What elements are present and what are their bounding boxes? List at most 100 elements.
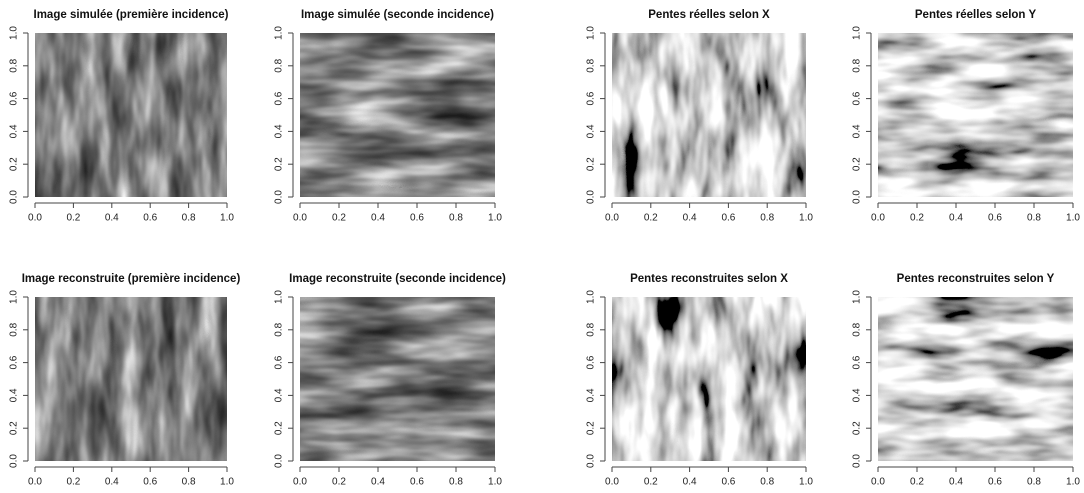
x-tick-label: 1.0 <box>220 213 234 224</box>
y-tick-label: 0.6 <box>586 355 597 369</box>
y-tick-label: 0.4 <box>274 388 285 402</box>
y-tick-label: 1.0 <box>274 290 285 304</box>
x-tick-label: 0.6 <box>143 477 157 488</box>
x-tick-label: 1.0 <box>1066 477 1080 488</box>
x-tick-label: 0.8 <box>760 213 774 224</box>
x-tick-label: 0.0 <box>28 477 42 488</box>
y-tick-label: 0.0 <box>9 190 20 204</box>
panel: Pentes réelles selon Y 0.0 0.2 0.4 0.6 0.8 1.0… <box>852 9 1081 224</box>
image-raster <box>300 33 495 197</box>
y-tick-label: 0.0 <box>852 190 863 204</box>
x-tick-label: 0.0 <box>605 477 619 488</box>
x-tick-label: 0.4 <box>683 213 697 224</box>
x-tick-label: 0.4 <box>371 213 385 224</box>
x-tick-label: 1.0 <box>1066 213 1080 224</box>
x-tick-label: 0.8 <box>760 477 774 488</box>
panel-title: Image simulée (seconde incidence) <box>301 9 494 21</box>
x-tick-label: 0.2 <box>66 477 80 488</box>
y-tick-label: 0.8 <box>586 58 597 72</box>
y-tick-label: 1.0 <box>586 290 597 304</box>
x-tick-label: 0.8 <box>449 477 463 488</box>
x-tick-label: 1.0 <box>799 477 813 488</box>
x-tick-label: 0.2 <box>332 477 346 488</box>
x-tick-label: 0.2 <box>644 477 658 488</box>
x-tick-label: 0.8 <box>182 213 196 224</box>
y-tick-label: 0.2 <box>586 157 597 171</box>
y-tick-label: 0.0 <box>9 454 20 468</box>
x-tick-label: 0.2 <box>66 213 80 224</box>
y-tick-label: 0.2 <box>9 421 20 435</box>
x-tick-label: 0.0 <box>28 213 42 224</box>
x-tick-label: 0.2 <box>910 477 924 488</box>
x-tick-label: 0.8 <box>449 213 463 224</box>
y-tick-label: 0.0 <box>586 454 597 468</box>
x-tick-label: 0.0 <box>293 477 307 488</box>
y-tick-label: 0.4 <box>274 124 285 138</box>
image-raster <box>300 297 495 461</box>
x-tick-label: 0.4 <box>949 477 963 488</box>
x-tick-label: 0.0 <box>605 213 619 224</box>
x-tick-label: 0.6 <box>410 477 424 488</box>
y-tick-label: 0.6 <box>274 91 285 105</box>
panel: Image reconstruite (seconde incidence) 0.… <box>274 273 506 488</box>
y-tick-label: 0.6 <box>9 91 20 105</box>
x-tick-label: 0.0 <box>871 477 885 488</box>
x-tick-label: 0.2 <box>910 213 924 224</box>
image-raster <box>878 33 1073 197</box>
y-tick-label: 0.2 <box>852 157 863 171</box>
image-raster <box>612 297 806 461</box>
y-tick-label: 0.2 <box>852 421 863 435</box>
x-tick-label: 0.0 <box>871 213 885 224</box>
y-tick-label: 0.6 <box>852 91 863 105</box>
x-tick-label: 0.4 <box>105 477 119 488</box>
x-tick-label: 0.6 <box>143 213 157 224</box>
panel-title: Pentes reconstruites selon X <box>630 273 788 285</box>
x-tick-label: 0.2 <box>644 213 658 224</box>
panel-title: Image reconstruite (seconde incidence) <box>289 273 506 285</box>
panel: Image simulée (seconde incidence) 0.0 0.2 0… <box>274 9 503 224</box>
y-tick-label: 0.6 <box>274 355 285 369</box>
x-tick-label: 0.4 <box>105 213 119 224</box>
y-tick-label: 0.4 <box>852 124 863 138</box>
y-tick-label: 1.0 <box>852 26 863 40</box>
x-tick-label: 0.2 <box>332 213 346 224</box>
panel-title: Pentes reconstruites selon Y <box>897 273 1055 285</box>
y-tick-label: 0.6 <box>9 355 20 369</box>
x-tick-label: 0.8 <box>1027 213 1041 224</box>
y-tick-label: 0.2 <box>9 157 20 171</box>
y-tick-label: 0.4 <box>852 388 863 402</box>
x-tick-label: 0.4 <box>683 477 697 488</box>
y-tick-label: 1.0 <box>586 26 597 40</box>
x-tick-label: 0.8 <box>182 477 196 488</box>
x-tick-label: 1.0 <box>220 477 234 488</box>
y-tick-label: 0.4 <box>9 124 20 138</box>
panel-title: Image reconstruite (première incidence) <box>22 273 241 285</box>
panel: Image simulée (première incidence) 0.0 0.2… <box>9 9 235 224</box>
panel: Pentes reconstruites selon Y 0.0 0.2 0.4 0.6… <box>852 273 1081 488</box>
x-tick-label: 0.6 <box>721 477 735 488</box>
y-tick-label: 1.0 <box>852 290 863 304</box>
panel-title: Pentes réelles selon Y <box>915 9 1037 21</box>
x-tick-label: 0.6 <box>721 213 735 224</box>
y-tick-label: 0.6 <box>852 355 863 369</box>
y-tick-label: 0.8 <box>9 58 20 72</box>
x-tick-label: 0.6 <box>988 213 1002 224</box>
y-tick-label: 0.8 <box>274 58 285 72</box>
y-tick-label: 0.2 <box>586 421 597 435</box>
y-tick-label: 0.4 <box>586 124 597 138</box>
y-tick-label: 0.8 <box>586 322 597 336</box>
x-tick-label: 0.6 <box>410 213 424 224</box>
x-tick-label: 0.4 <box>371 477 385 488</box>
image-raster <box>878 297 1073 461</box>
y-tick-label: 0.6 <box>586 91 597 105</box>
y-tick-label: 0.2 <box>274 421 285 435</box>
image-raster <box>35 33 227 197</box>
image-raster <box>612 33 806 197</box>
panel: Pentes reconstruites selon X 0.0 0.2 0.4 0.6… <box>586 273 814 488</box>
y-tick-label: 0.0 <box>586 190 597 204</box>
y-tick-label: 0.8 <box>274 322 285 336</box>
image-raster <box>35 297 227 461</box>
y-tick-label: 0.8 <box>852 322 863 336</box>
panel: Image reconstruite (première incidence) 0… <box>9 273 241 488</box>
